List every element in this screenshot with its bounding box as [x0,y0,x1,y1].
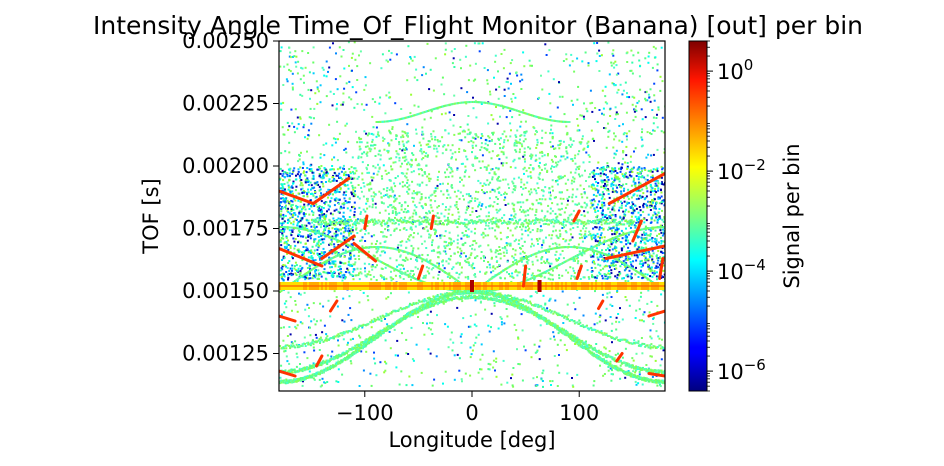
y-tick-label: 0.00125 [182,342,269,366]
colorbar-label: Signal per bin [780,143,804,288]
y-tick-label: 0.00150 [182,279,269,303]
x-axis-ticks: −100 0 100 [336,391,599,425]
colorbar-tick-label: 10−6 [717,356,766,384]
y-tick-label: 0.00250 [182,29,269,53]
colorbar-ticks: 10−6 10−4 10−2 100 [707,40,766,392]
y-tick-label: 0.00175 [182,217,269,241]
colorbar-tick-label: 100 [717,56,753,84]
chart-title: Intensity Angle Time_Of_Flight Monitor (… [93,11,863,40]
y-tick-label: 0.00225 [182,92,269,116]
colorbar-tick-label: 10−4 [717,256,766,284]
bright-spot [537,280,542,292]
colorbar-tick-label: 10−2 [717,156,766,184]
colorbar [688,40,708,392]
y-tick-label: 0.00200 [182,154,269,178]
bright-spot [470,280,474,292]
x-axis-label: Longitude [deg] [388,428,555,452]
x-tick-label: −100 [336,401,394,425]
y-axis-label: TOF [s] [139,178,163,254]
y-axis-ticks: 0.00125 0.00150 0.00175 0.00200 0.00225 0.002… [182,29,279,366]
heatmap-layer [279,41,665,388]
x-tick-label: 100 [559,401,599,425]
x-tick-label: 0 [465,401,478,425]
